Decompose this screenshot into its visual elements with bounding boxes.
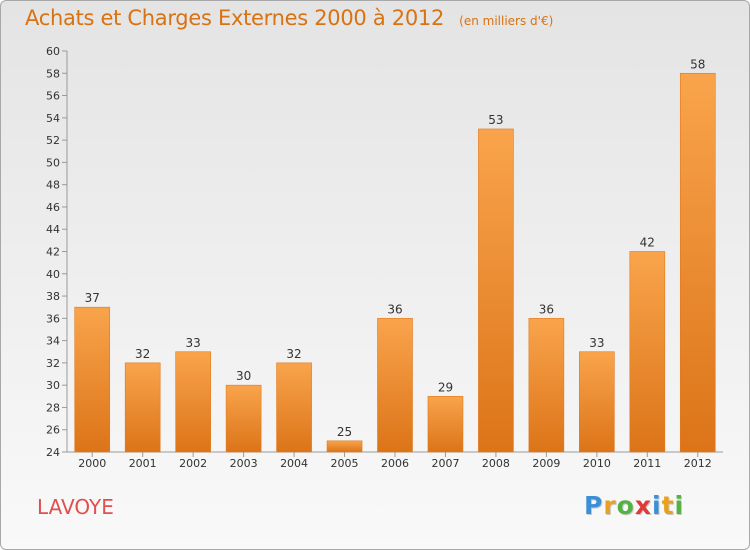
x-tick-label-2002: 2002 (179, 457, 207, 470)
bar-2007 (427, 396, 464, 453)
y-tick-label: 58 (46, 67, 60, 80)
y-tick-label: 50 (46, 156, 60, 169)
y-tick-label: 34 (46, 335, 60, 348)
y-tick-label: 36 (46, 312, 60, 325)
data-label-2009: 36 (539, 302, 554, 316)
data-label-2003: 30 (236, 369, 251, 383)
logo-letter: o (616, 491, 635, 520)
y-tick-label: 38 (46, 290, 60, 303)
x-tick-label-2010: 2010 (583, 457, 611, 470)
bar-2005 (326, 440, 363, 453)
x-tick-label-2004: 2004 (280, 457, 308, 470)
bar-2003 (225, 384, 262, 453)
bar-2002 (175, 351, 211, 453)
x-tick-label-2008: 2008 (482, 457, 510, 470)
x-tick-label-2006: 2006 (381, 457, 409, 470)
y-tick-label: 32 (46, 357, 60, 370)
chart-title: Achats et Charges Externes 2000 à 2012 (… (25, 6, 553, 30)
bar-2012 (679, 72, 716, 453)
x-tick-label-2009: 2009 (532, 457, 560, 470)
commune-name: LAVOYE (37, 495, 114, 519)
bar-2008 (478, 128, 514, 453)
data-label-2008: 53 (488, 113, 503, 127)
y-tick-label: 44 (46, 223, 60, 236)
logo-letter: i (652, 491, 662, 520)
data-label-2006: 36 (387, 302, 402, 316)
logo-letter: r (603, 491, 617, 520)
y-tick-label: 52 (46, 134, 60, 147)
y-tick-label: 26 (46, 424, 60, 437)
unit-text: (en milliers d'€) (459, 14, 554, 28)
bar-2000 (74, 306, 111, 453)
bar-2010 (579, 351, 615, 453)
bar-2009 (528, 318, 565, 453)
data-label-2007: 29 (438, 380, 453, 394)
logo-letter: x (634, 491, 652, 520)
x-tick-label-2000: 2000 (78, 457, 106, 470)
y-tick-label: 28 (46, 401, 60, 414)
logo-letter: i (674, 491, 685, 520)
data-label-2012: 58 (690, 57, 705, 71)
x-tick-label-2005: 2005 (331, 457, 359, 470)
y-tick-label: 40 (46, 268, 60, 281)
x-tick-label-2012: 2012 (684, 457, 712, 470)
y-tick-label: 46 (46, 201, 60, 214)
logo-letter: P (584, 491, 604, 520)
data-label-2002: 33 (186, 336, 201, 350)
bars (74, 72, 716, 453)
data-labels: 37 32 33 30 32 25 36 29 53 36 33 42 58 (85, 57, 706, 439)
y-tick-label: 30 (46, 379, 60, 392)
bar-2006 (377, 318, 413, 453)
y-tick-label: 24 (46, 446, 60, 459)
x-tick-label-2003: 2003 (230, 457, 258, 470)
data-label-2004: 32 (286, 347, 301, 361)
x-tick-label-2001: 2001 (129, 457, 157, 470)
y-tick-label: 54 (46, 112, 60, 125)
bar-2004 (276, 362, 312, 453)
data-label-2000: 37 (85, 291, 100, 305)
y-tick-label: 60 (46, 45, 60, 58)
x-tick-label-2011: 2011 (633, 457, 661, 470)
data-label-2005: 25 (337, 425, 352, 439)
y-tick-label: 56 (46, 90, 60, 103)
axes: 24 26 28 30 32 34 36 38 40 42 44 46 48 50 52 54 56 58 60 20… (46, 45, 723, 470)
logo-letter: t (661, 491, 675, 520)
data-label-2011: 42 (640, 236, 655, 250)
y-tick-label: 42 (46, 246, 60, 259)
bar-2001 (124, 362, 161, 453)
data-label-2001: 32 (135, 347, 150, 361)
bar-2011 (629, 251, 666, 453)
title-text: Achats et Charges Externes 2000 à 2012 (25, 6, 445, 30)
data-label-2010: 33 (589, 336, 604, 350)
x-tick-label-2007: 2007 (431, 457, 459, 470)
proxiti-logo: Proxiti (584, 491, 684, 520)
y-tick-label: 48 (46, 179, 60, 192)
